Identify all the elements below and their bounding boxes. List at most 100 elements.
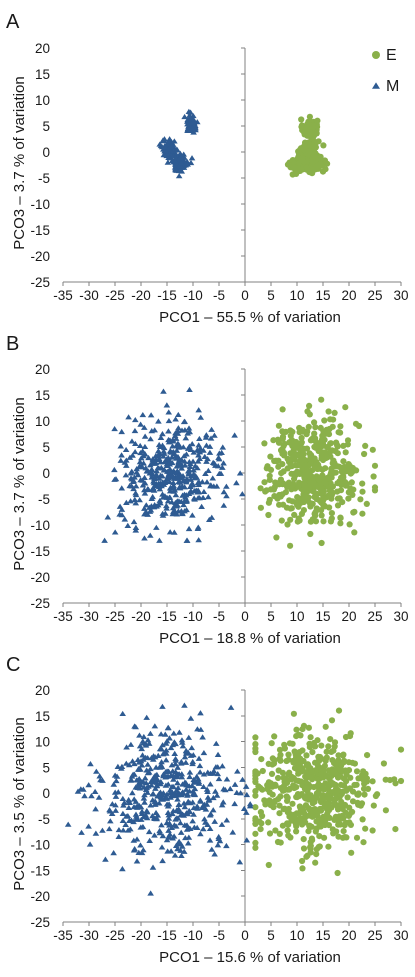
- point-E: [312, 154, 319, 161]
- point-E: [328, 465, 335, 472]
- point-E: [295, 515, 302, 522]
- point-E: [342, 733, 350, 741]
- point-M: [126, 817, 133, 824]
- point-M: [119, 866, 126, 872]
- point-E: [252, 844, 259, 851]
- point-E: [285, 821, 292, 828]
- point-M: [170, 479, 177, 486]
- point-E: [277, 751, 284, 759]
- point-E: [336, 463, 343, 470]
- point-M: [171, 502, 179, 508]
- point-E: [302, 794, 310, 801]
- x-tick-label: -15: [157, 288, 177, 303]
- point-M: [156, 443, 164, 450]
- point-E: [281, 440, 288, 448]
- point-E: [302, 773, 309, 780]
- point-M: [118, 428, 125, 435]
- point-M: [127, 741, 135, 747]
- point-M: [200, 488, 208, 495]
- point-M: [200, 771, 208, 777]
- point-E: [334, 502, 342, 509]
- point-M: [174, 411, 182, 418]
- point-M: [153, 503, 160, 509]
- point-E: [359, 816, 366, 823]
- point-E: [265, 760, 272, 768]
- point-M: [78, 829, 85, 835]
- point-M: [231, 781, 239, 787]
- point-M: [185, 120, 193, 127]
- point-M: [158, 844, 166, 850]
- point-M: [132, 500, 140, 506]
- point-E: [300, 472, 308, 479]
- legend: EM: [372, 47, 399, 95]
- point-E: [335, 821, 342, 828]
- point-E: [306, 132, 314, 140]
- point-M: [184, 840, 192, 846]
- point-M: [164, 809, 172, 815]
- series-E: [284, 113, 331, 178]
- point-M: [129, 452, 136, 458]
- point-E: [276, 481, 283, 488]
- point-M: [141, 451, 149, 457]
- point-E: [314, 737, 321, 744]
- point-M: [199, 734, 206, 740]
- point-M: [147, 778, 155, 785]
- point-M: [160, 388, 167, 394]
- point-E: [340, 828, 347, 835]
- point-E: [294, 501, 301, 508]
- point-E: [281, 745, 288, 752]
- point-E: [307, 518, 314, 525]
- point-M: [139, 752, 146, 758]
- point-M: [181, 754, 189, 760]
- x-tick-label: -10: [183, 288, 203, 303]
- point-M: [189, 125, 196, 131]
- point-M: [127, 826, 134, 832]
- point-M: [85, 823, 92, 829]
- point-M: [161, 143, 169, 149]
- point-M: [118, 506, 126, 512]
- y-tick-label: -25: [30, 596, 50, 611]
- point-E: [307, 530, 314, 538]
- point-E: [306, 806, 313, 813]
- point-M: [144, 737, 152, 743]
- point-E: [327, 518, 334, 525]
- point-M: [186, 386, 193, 393]
- point-E: [322, 723, 329, 730]
- point-M: [141, 490, 149, 496]
- point-M: [147, 730, 154, 736]
- x-tick-label: -5: [213, 609, 225, 624]
- point-M: [195, 407, 202, 413]
- point-M: [159, 742, 166, 748]
- point-M: [154, 812, 162, 818]
- point-E: [308, 768, 315, 775]
- point-M: [181, 113, 188, 120]
- point-M: [206, 837, 214, 843]
- y-tick-label: 15: [35, 67, 50, 82]
- point-M: [131, 496, 139, 502]
- point-M: [162, 747, 170, 753]
- point-M: [107, 818, 114, 824]
- point-E: [347, 774, 354, 781]
- point-E: [333, 795, 340, 802]
- point-M: [111, 529, 119, 535]
- point-E: [293, 726, 300, 733]
- point-E: [397, 777, 405, 785]
- point-M: [203, 442, 210, 448]
- point-E: [305, 423, 312, 430]
- point-E: [337, 767, 344, 774]
- point-M: [200, 783, 207, 790]
- point-E: [371, 484, 379, 491]
- x-tick-label: 10: [289, 288, 304, 303]
- x-axis-title: PCO1 – 55.5 % of variation: [159, 309, 341, 326]
- point-M: [147, 469, 155, 476]
- point-M: [188, 480, 196, 486]
- point-E: [306, 450, 313, 457]
- point-M: [151, 723, 159, 729]
- point-M: [174, 475, 181, 481]
- point-E: [317, 771, 324, 778]
- x-tick-label: 25: [367, 288, 382, 303]
- point-E: [354, 791, 361, 798]
- point-M: [231, 432, 238, 438]
- point-M: [124, 812, 132, 819]
- point-M: [218, 802, 226, 808]
